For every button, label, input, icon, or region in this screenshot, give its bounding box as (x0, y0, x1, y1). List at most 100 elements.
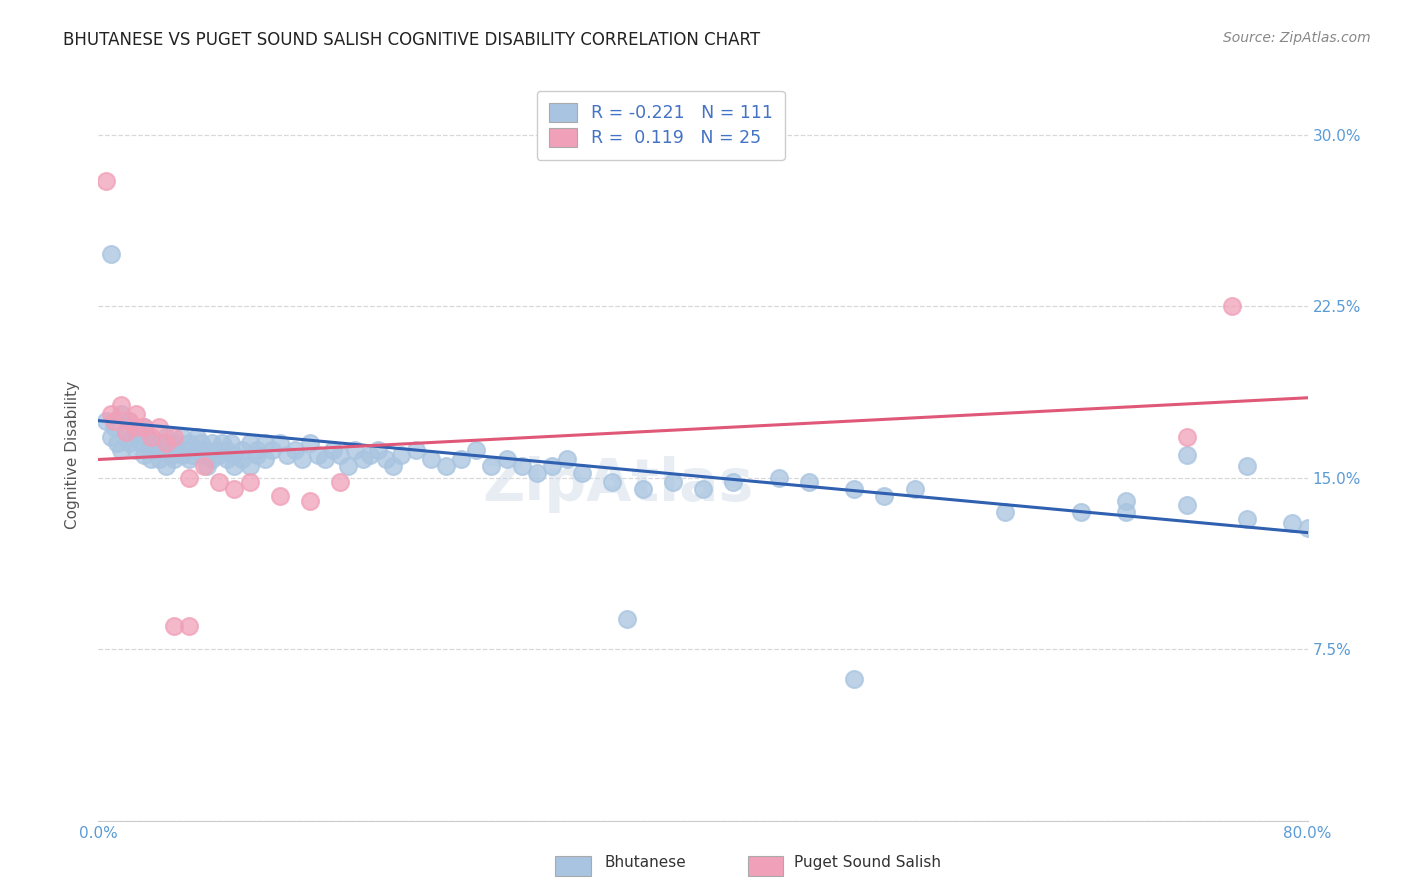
Bhutanese (215, 443, 238, 458)
Bhutanese (389, 448, 412, 462)
Bhutanese (94, 414, 117, 428)
Bhutanese (299, 436, 322, 450)
Bhutanese (118, 436, 141, 450)
Bhutanese (186, 443, 208, 458)
Bhutanese (526, 467, 548, 481)
Bhutanese (510, 459, 533, 474)
Bhutanese (141, 436, 163, 450)
Bhutanese (307, 448, 329, 462)
Puget Sound Salish (208, 475, 231, 490)
Bhutanese (239, 459, 262, 474)
Text: BHUTANESE VS PUGET SOUND SALISH COGNITIVE DISABILITY CORRELATION CHART: BHUTANESE VS PUGET SOUND SALISH COGNITIV… (63, 31, 761, 49)
Bhutanese (231, 452, 253, 467)
Puget Sound Salish (269, 489, 291, 503)
Bhutanese (132, 448, 155, 462)
Puget Sound Salish (1220, 299, 1243, 313)
Bhutanese (602, 475, 624, 490)
Bhutanese (201, 436, 224, 450)
Bhutanese (904, 482, 927, 496)
Bhutanese (141, 452, 163, 467)
Bhutanese (190, 436, 212, 450)
Bhutanese (631, 482, 654, 496)
Bhutanese (193, 448, 215, 462)
Bhutanese (205, 443, 228, 458)
Bhutanese (179, 436, 201, 450)
Puget Sound Salish (148, 420, 170, 434)
Bhutanese (994, 505, 1017, 519)
Bhutanese (211, 436, 233, 450)
Bhutanese (616, 613, 638, 627)
Bhutanese (148, 452, 170, 467)
Bhutanese (231, 443, 253, 458)
Y-axis label: Cognitive Disability: Cognitive Disability (65, 381, 80, 529)
Bhutanese (276, 448, 298, 462)
Bhutanese (114, 425, 136, 439)
Bhutanese (336, 459, 359, 474)
Bhutanese (239, 436, 262, 450)
Bhutanese (224, 448, 246, 462)
Bhutanese (571, 467, 593, 481)
Bhutanese (201, 452, 224, 467)
Bhutanese (360, 448, 382, 462)
Bhutanese (768, 471, 790, 485)
Bhutanese (540, 459, 562, 474)
Bhutanese (405, 443, 427, 458)
Bhutanese (420, 452, 443, 467)
Bhutanese (1115, 505, 1137, 519)
Text: Source: ZipAtlas.com: Source: ZipAtlas.com (1223, 31, 1371, 45)
Bhutanese (246, 443, 269, 458)
Puget Sound Salish (329, 475, 352, 490)
Puget Sound Salish (155, 436, 177, 450)
Bhutanese (132, 420, 155, 434)
Puget Sound Salish (103, 414, 125, 428)
Bhutanese (179, 452, 201, 467)
Bhutanese (382, 459, 405, 474)
Bhutanese (844, 482, 866, 496)
Bhutanese (374, 452, 396, 467)
Bhutanese (215, 452, 238, 467)
Bhutanese (873, 489, 896, 503)
Bhutanese (208, 448, 231, 462)
Bhutanese (195, 459, 218, 474)
Bhutanese (1175, 448, 1198, 462)
Puget Sound Salish (163, 619, 186, 633)
Bhutanese (1175, 498, 1198, 512)
Bhutanese (495, 452, 517, 467)
Bhutanese (193, 443, 215, 458)
Bhutanese (170, 448, 193, 462)
Bhutanese (1070, 505, 1092, 519)
Text: ZipAtlas: ZipAtlas (482, 456, 754, 513)
Bhutanese (135, 430, 157, 444)
Bhutanese (1236, 512, 1258, 526)
Text: Bhutanese: Bhutanese (605, 855, 686, 870)
Bhutanese (434, 459, 457, 474)
Bhutanese (221, 436, 243, 450)
Bhutanese (129, 436, 152, 450)
Bhutanese (291, 452, 314, 467)
Bhutanese (555, 452, 578, 467)
Bhutanese (170, 430, 193, 444)
Bhutanese (160, 448, 183, 462)
Bhutanese (110, 443, 132, 458)
Puget Sound Salish (193, 459, 215, 474)
Bhutanese (246, 448, 269, 462)
Puget Sound Salish (94, 173, 117, 187)
Bhutanese (110, 407, 132, 421)
Puget Sound Salish (239, 475, 262, 490)
Bhutanese (181, 448, 204, 462)
Bhutanese (661, 475, 683, 490)
Bhutanese (121, 430, 143, 444)
Text: Puget Sound Salish: Puget Sound Salish (794, 855, 942, 870)
Puget Sound Salish (299, 493, 322, 508)
Bhutanese (118, 414, 141, 428)
Puget Sound Salish (118, 414, 141, 428)
Legend: R = -0.221   N = 111, R =  0.119   N = 25: R = -0.221 N = 111, R = 0.119 N = 25 (537, 91, 785, 160)
Bhutanese (797, 475, 820, 490)
Puget Sound Salish (163, 430, 186, 444)
Bhutanese (163, 452, 186, 467)
Puget Sound Salish (125, 407, 148, 421)
Bhutanese (100, 430, 122, 444)
Bhutanese (1236, 459, 1258, 474)
Bhutanese (163, 436, 186, 450)
Puget Sound Salish (179, 619, 201, 633)
